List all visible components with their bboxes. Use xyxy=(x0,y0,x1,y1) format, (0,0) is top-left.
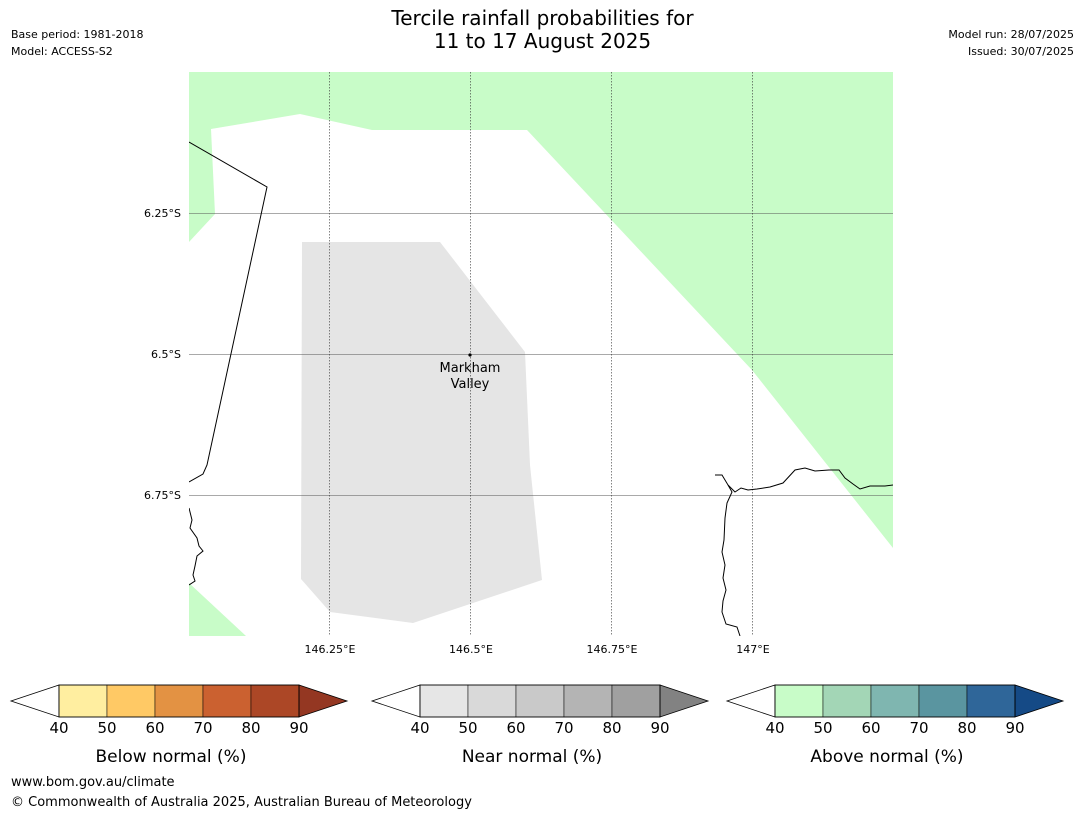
colorbar-extend-high xyxy=(298,684,349,718)
footer-copyright: © Commonwealth of Australia 2025, Austra… xyxy=(11,795,472,810)
colorbar-tick-label: 50 xyxy=(813,719,832,737)
latitude-labels: 6.25°S 6.5°S 6.75°S xyxy=(144,207,181,502)
river-line xyxy=(721,484,741,636)
colorbar-segment xyxy=(822,684,872,718)
colorbar-segment xyxy=(611,684,661,718)
colorbar-label: Near normal (%) xyxy=(462,747,602,767)
colorbar-extend-low xyxy=(370,684,421,718)
colorbar-segment xyxy=(515,684,565,718)
colorbar-tick-label: 80 xyxy=(602,719,621,737)
base-period-text: Base period: 1981-2018 xyxy=(11,28,144,41)
colorbar-segment xyxy=(966,684,1016,718)
longitude-labels: 146.25°E 146.5°E 146.75°E 147°E xyxy=(305,643,770,656)
lon-label-146-75: 146.75°E xyxy=(587,643,638,656)
colorbar-extend-low xyxy=(9,684,60,718)
latitude-gridlines xyxy=(189,213,893,496)
model-run-text: Model run: 28/07/2025 xyxy=(948,28,1074,41)
colorbar-extend-high xyxy=(1014,684,1065,718)
colorbar-tick-label: 70 xyxy=(193,719,212,737)
header-left: Base period: 1981-2018 Model: ACCESS-S2 xyxy=(11,26,143,60)
colorbar-label: Below normal (%) xyxy=(96,747,247,767)
near-normal-colorbar: 40 50 60 70 80 90 Near normal (%) xyxy=(370,684,710,767)
footer-url: www.bom.gov.au/climate xyxy=(11,775,175,790)
lon-label-146-5: 146.5°E xyxy=(449,643,493,656)
markham-valley-marker xyxy=(468,353,472,357)
colorbar-tick-label: 40 xyxy=(49,719,68,737)
colorbar-outline xyxy=(58,684,300,718)
colorbar-tick-label: 60 xyxy=(506,719,525,737)
colorbar-extend-low xyxy=(725,684,776,718)
west-coastline xyxy=(189,507,204,586)
colorbar-outline xyxy=(774,684,1016,718)
colorbar-tick-label: 40 xyxy=(410,719,429,737)
near-normal-region xyxy=(301,242,542,623)
colorbar-tick-label: 40 xyxy=(765,719,784,737)
colorbar-label: Above normal (%) xyxy=(810,747,963,767)
colorbar-segment xyxy=(419,684,469,718)
lat-label-6-75: 6.75°S xyxy=(144,489,181,502)
colorbar-tick-label: 50 xyxy=(97,719,116,737)
map-area xyxy=(189,72,893,636)
lat-label-6-25: 6.25°S xyxy=(144,207,181,220)
above-normal-region-southwest xyxy=(189,583,246,636)
header-right: Model run: 28/07/2025 Issued: 30/07/2025 xyxy=(948,26,1074,60)
western-boundary-line xyxy=(189,141,268,483)
colorbar-tick-label: 50 xyxy=(458,719,477,737)
below-normal-colorbar: 40 50 60 70 80 90 Below normal (%) xyxy=(9,684,349,767)
colorbar-tick-label: 90 xyxy=(650,719,669,737)
colorbar-tick-label: 60 xyxy=(145,719,164,737)
map-title: Tercile rainfall probabilities for 11 to… xyxy=(0,7,1085,53)
colorbar-segment xyxy=(154,684,204,718)
title-line-1: Tercile rainfall probabilities for xyxy=(391,6,694,30)
title-line-2: 11 to 17 August 2025 xyxy=(433,29,652,53)
colorbar-outline xyxy=(419,684,661,718)
coastlines xyxy=(189,141,893,636)
lon-label-146-25: 146.25°E xyxy=(305,643,356,656)
colorbar-tick-label: 80 xyxy=(957,719,976,737)
colorbar-segment xyxy=(250,684,300,718)
above-normal-colorbar: 40 50 60 70 80 90 Above normal (%) xyxy=(725,684,1065,767)
model-text: Model: ACCESS-S2 xyxy=(11,45,113,58)
east-coastline xyxy=(715,467,893,493)
colorbar-tick-label: 90 xyxy=(1005,719,1024,737)
location-label-line-2: Valley xyxy=(451,377,490,392)
colorbar-segment xyxy=(918,684,968,718)
colorbar-extend-high xyxy=(659,684,710,718)
lon-label-147: 147°E xyxy=(736,643,769,656)
colorbar-segment xyxy=(563,684,613,718)
colorbar-tick-label: 70 xyxy=(554,719,573,737)
colorbar-tick-label: 90 xyxy=(289,719,308,737)
colorbar-tick-label: 60 xyxy=(861,719,880,737)
colorbar-segment xyxy=(870,684,920,718)
colorbar-segment xyxy=(106,684,156,718)
lat-label-6-5: 6.5°S xyxy=(151,348,181,361)
colorbar-tick-label: 80 xyxy=(241,719,260,737)
colorbar-segment xyxy=(202,684,252,718)
colorbar-segment xyxy=(467,684,517,718)
colorbar-tick-label: 70 xyxy=(909,719,928,737)
issued-text: Issued: 30/07/2025 xyxy=(967,45,1074,58)
colorbar-segment xyxy=(58,684,108,718)
location-label-line-1: Markham xyxy=(440,361,501,376)
colorbar-segment xyxy=(774,684,824,718)
above-normal-region-north xyxy=(189,72,893,548)
